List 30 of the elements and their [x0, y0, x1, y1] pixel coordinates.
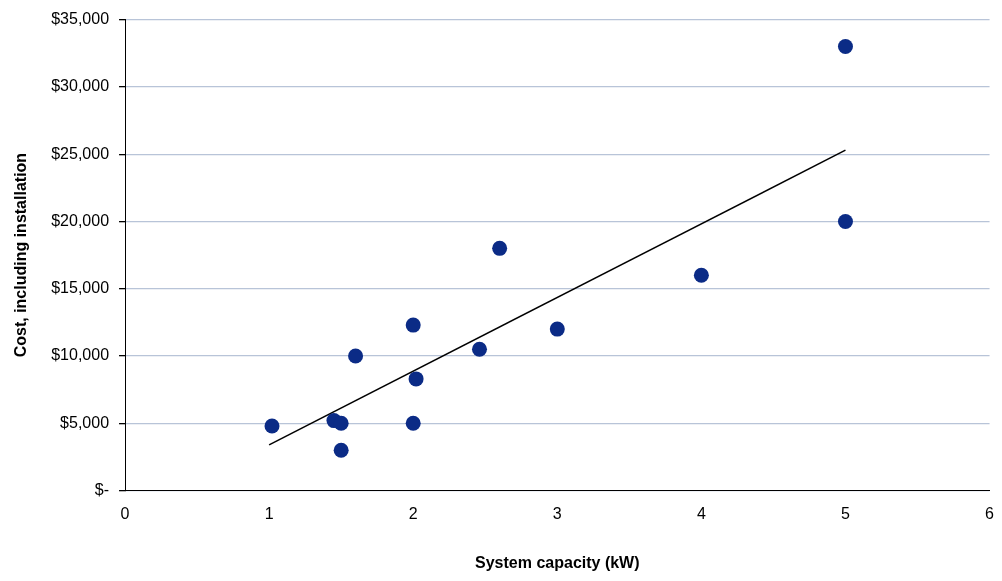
point [471, 341, 487, 357]
point [348, 348, 364, 364]
y-tick-label: $20,000 [51, 211, 110, 229]
y-tick-label: $30,000 [51, 77, 110, 95]
x-tick-label: 0 [120, 504, 130, 522]
x-tick-label: 1 [264, 504, 274, 522]
x-tick-label: 2 [408, 504, 418, 522]
y-tick-label: $15,000 [51, 279, 110, 297]
point [549, 321, 565, 337]
point [492, 240, 508, 256]
point [693, 267, 709, 283]
y-axis-title: Cost, including installation [12, 152, 30, 358]
point [408, 371, 424, 387]
point [405, 317, 421, 333]
y-tick-label: $35,000 [51, 10, 110, 28]
point [405, 415, 421, 431]
x-axis-title: System capacity (kW) [475, 553, 640, 571]
y-tick-label: $5,000 [60, 413, 110, 431]
point [837, 39, 853, 55]
x-tick-label: 4 [696, 504, 706, 522]
point [837, 213, 853, 229]
y-tick-label: $- [94, 481, 110, 499]
y-tick-label: $10,000 [51, 346, 110, 364]
x-tick-label: 3 [552, 504, 562, 522]
point [333, 442, 349, 458]
x-tick-label: 6 [985, 504, 995, 522]
point [264, 418, 280, 434]
y-tick-label: $25,000 [51, 144, 110, 162]
point [333, 415, 349, 431]
x-tick-label: 5 [841, 504, 851, 522]
